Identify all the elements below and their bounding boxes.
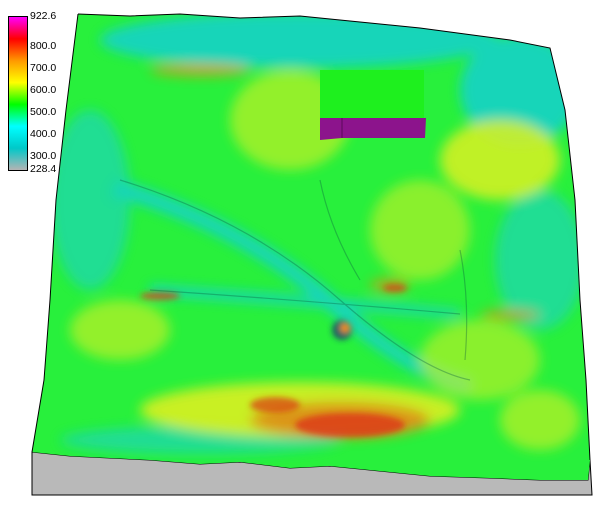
legend-tick: 800.0	[30, 40, 57, 52]
legend-tick: 400.0	[30, 128, 57, 140]
legend-tick: 300.0	[30, 150, 57, 162]
legend-tick: 700.0	[30, 62, 57, 74]
color-legend: 922.6 800.0 700.0 600.0 500.0 400.0 300.…	[8, 11, 68, 176]
legend-tick: 600.0	[30, 84, 57, 96]
block-side-face	[320, 118, 426, 140]
terrain-top-outline	[77, 13, 591, 461]
legend-tick: 228.4	[30, 163, 57, 175]
legend-tick: 922.6	[30, 10, 57, 22]
legend-tick: 500.0	[30, 106, 57, 118]
block-top-face	[320, 70, 424, 118]
legend-color-bar	[8, 16, 28, 171]
